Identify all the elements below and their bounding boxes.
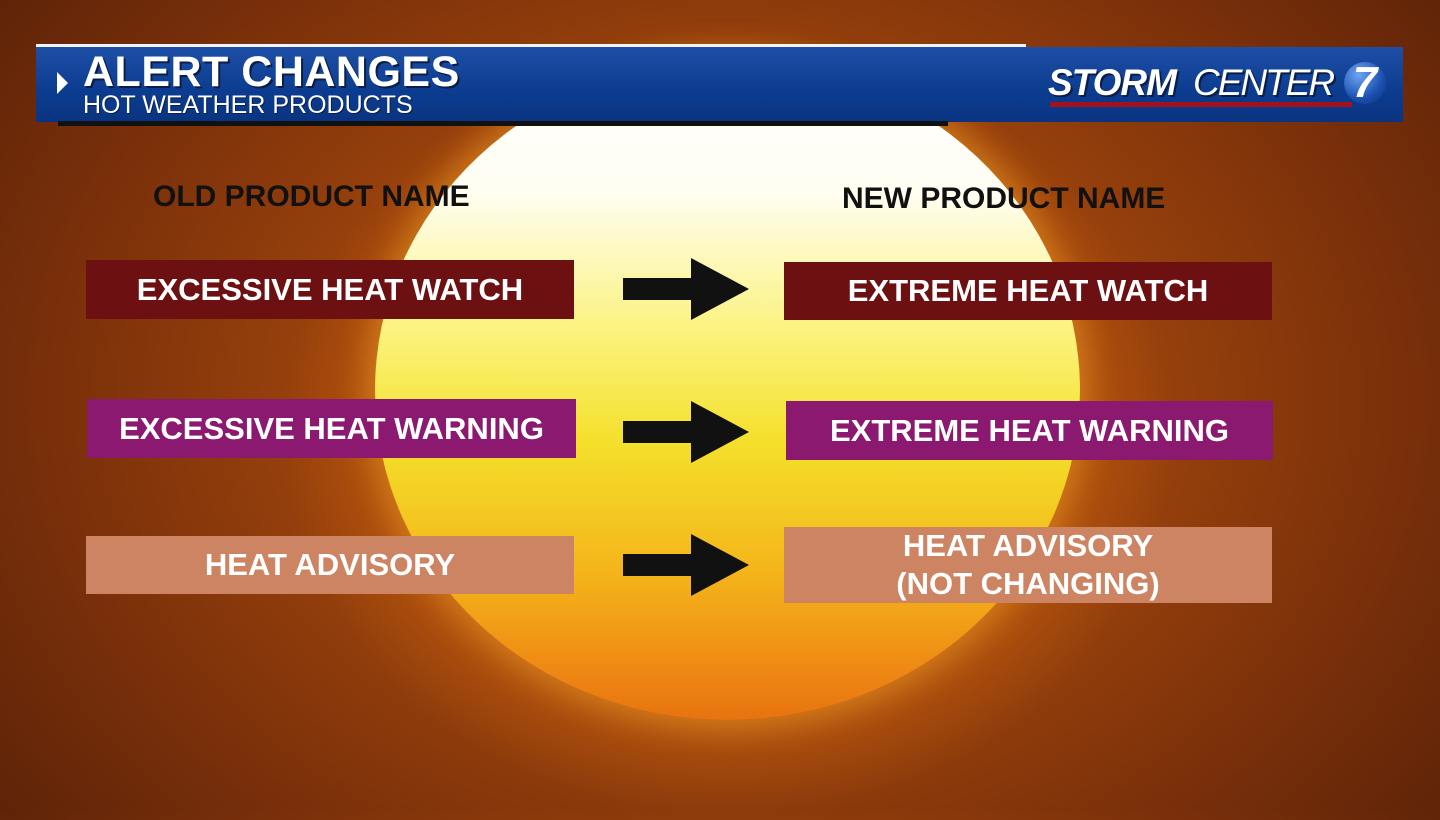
- old-column-heading: OLD PRODUCT NAME: [153, 180, 470, 213]
- new-warning-label: EXTREME HEAT WARNING: [830, 412, 1229, 448]
- header-subtitle: HOT WEATHER PRODUCTS: [83, 91, 413, 119]
- arrow-right-icon: [623, 258, 749, 320]
- new-advisory-box: HEAT ADVISORY (NOT CHANGING): [784, 527, 1272, 603]
- play-triangle-icon: [57, 72, 68, 94]
- stormcenter7-logo: STORM CENTER 7: [1048, 61, 1388, 112]
- new-warning-box: EXTREME HEAT WARNING: [786, 401, 1273, 460]
- logo-underline: [1050, 102, 1352, 107]
- sun-background: [375, 60, 1080, 720]
- old-watch-box: EXCESSIVE HEAT WATCH: [86, 260, 574, 319]
- logo-center: CENTER: [1193, 62, 1335, 103]
- header-shadow: [58, 121, 948, 126]
- logo-storm: STORM: [1048, 62, 1177, 103]
- header-title: ALERT CHANGES: [83, 48, 460, 96]
- new-column-heading: NEW PRODUCT NAME: [842, 182, 1166, 215]
- old-advisory-label: HEAT ADVISORY: [204, 547, 456, 582]
- new-watch-label: EXTREME HEAT WATCH: [847, 273, 1209, 308]
- arrow-right-icon: [623, 534, 749, 596]
- logo-seven: 7: [1344, 61, 1386, 105]
- header-top-line: [36, 44, 1026, 47]
- arrow-right-icon: [623, 401, 749, 463]
- new-watch-box: EXTREME HEAT WATCH: [784, 262, 1272, 320]
- new-advisory-note: (NOT CHANGING): [896, 566, 1160, 601]
- old-watch-label: EXCESSIVE HEAT WATCH: [136, 271, 524, 307]
- header-bar: [36, 47, 1403, 122]
- old-warning-box: EXCESSIVE HEAT WARNING: [87, 399, 576, 458]
- new-advisory-label: HEAT ADVISORY: [902, 528, 1154, 563]
- old-advisory-box: HEAT ADVISORY: [86, 536, 574, 594]
- old-warning-label: EXCESSIVE HEAT WARNING: [119, 410, 544, 446]
